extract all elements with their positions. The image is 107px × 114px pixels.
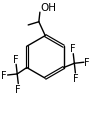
Text: F: F <box>1 70 7 80</box>
Text: F: F <box>73 74 78 84</box>
Text: F: F <box>70 44 76 54</box>
Text: F: F <box>13 54 19 64</box>
Text: OH: OH <box>40 3 56 13</box>
Text: F: F <box>15 84 21 94</box>
Text: F: F <box>84 58 90 68</box>
